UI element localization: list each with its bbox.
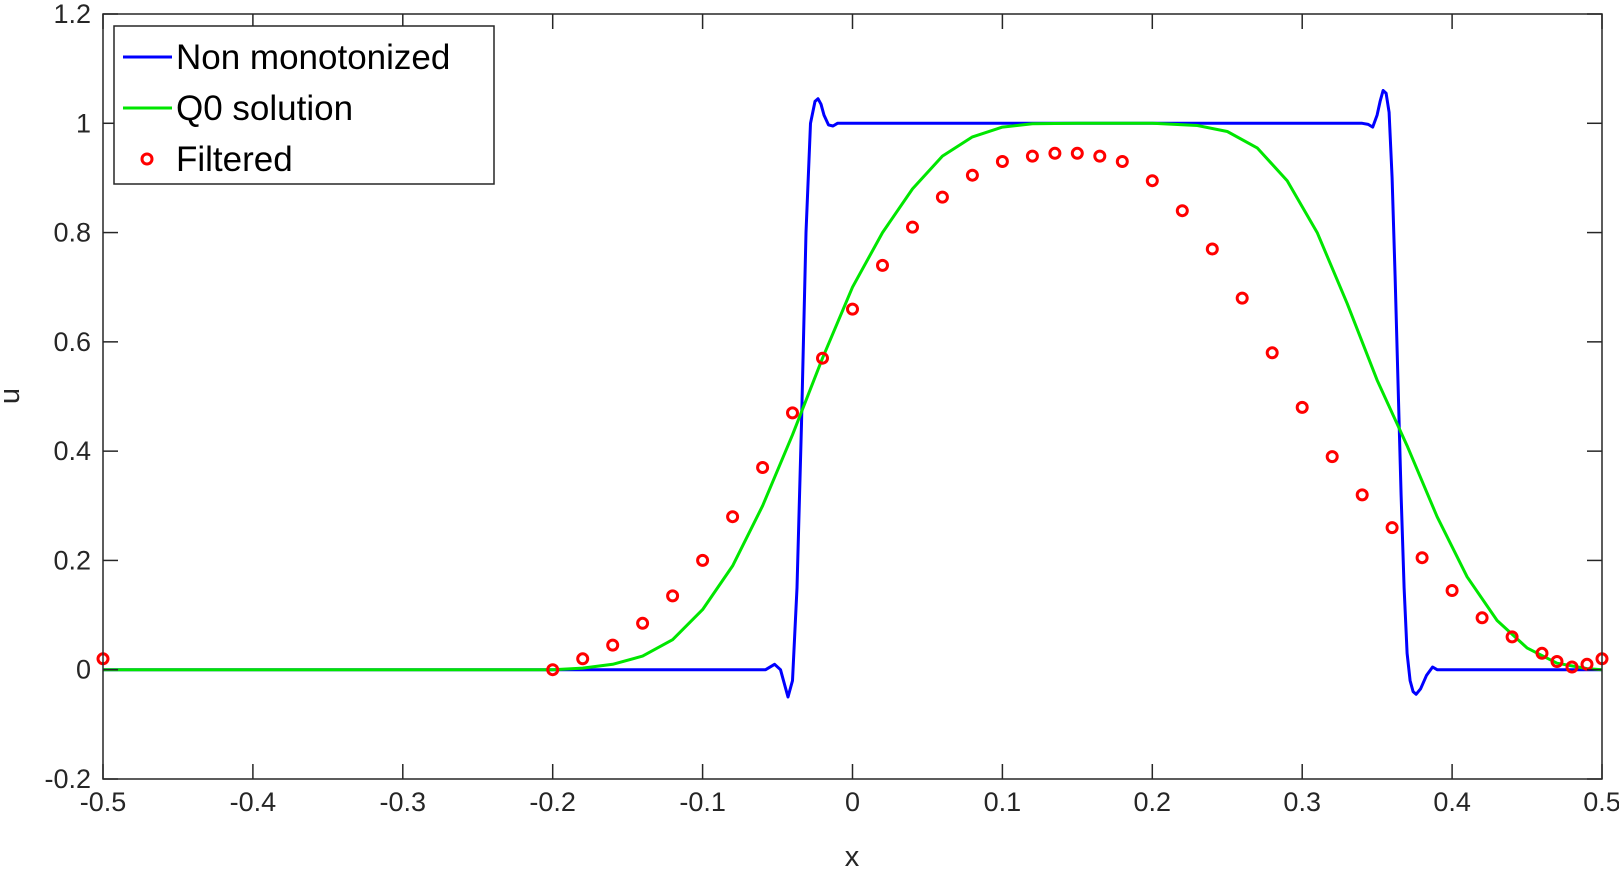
y-tick-label: 1 — [76, 108, 91, 138]
series-filtered-point — [935, 190, 949, 204]
series-filtered-point — [666, 589, 680, 603]
y-tick-label: -0.2 — [44, 764, 91, 794]
series-filtered-point — [1535, 646, 1549, 660]
series-filtered-point — [1025, 149, 1039, 163]
series-filtered-point — [1145, 174, 1159, 188]
series-filtered-point — [1325, 450, 1339, 464]
y-tick-label: 0.2 — [53, 545, 91, 575]
series-filtered-point — [636, 616, 650, 630]
legend-box — [113, 25, 495, 185]
series-filtered-point — [1565, 660, 1579, 674]
x-tick-label: -0.1 — [679, 787, 726, 817]
x-axis-title: x — [845, 841, 860, 871]
y-tick-label: 0 — [76, 655, 91, 685]
series-filtered-point — [756, 461, 770, 474]
series-filtered-point — [1235, 291, 1249, 305]
x-tick-label: -0.5 — [80, 787, 127, 817]
series-filtered-point — [816, 351, 829, 365]
series-filtered-point — [965, 168, 979, 182]
series-filtered-point — [1385, 521, 1399, 535]
series-filtered-point — [1505, 630, 1519, 644]
x-tick-label: -0.3 — [380, 787, 427, 817]
x-tick-label: 0.3 — [1283, 787, 1321, 817]
series-filtered-point — [906, 220, 919, 234]
series-filtered-point — [1070, 146, 1084, 160]
series-non-monotonized-line — [103, 89, 1602, 699]
x-tick-label: 0.2 — [1134, 787, 1172, 817]
series-filtered-point — [876, 258, 889, 272]
series-filtered-point — [696, 553, 710, 567]
axes-layer: -0.5 -0.4 -0.3 -0.2 -0.1 0 0.1 0.2 0.3 0.4 0.5 -0.2… — [44, 0, 1619, 817]
legend-q0-solution-label: Q0 solution — [176, 89, 353, 128]
x-tick-label: 0.1 — [984, 787, 1022, 817]
series-filtered-point — [1550, 655, 1564, 668]
series-filtered-point — [726, 510, 740, 524]
series-filtered-point — [1265, 346, 1279, 360]
y-axis-title: u — [0, 388, 26, 404]
series-filtered-point — [546, 663, 560, 677]
x-tick-label: 0.5 — [1583, 787, 1619, 817]
series-filtered-point — [995, 155, 1009, 168]
legend-non-monotonized-label: Non monotonized — [176, 38, 450, 77]
series-filtered-point — [786, 406, 799, 420]
series-filtered-point — [1445, 584, 1459, 597]
series-filtered-point — [576, 652, 590, 666]
x-tick-label: 0.4 — [1433, 787, 1471, 817]
series-filtered-point — [1415, 551, 1429, 565]
y-tick-label: 1.2 — [53, 0, 91, 29]
series-filtered-point — [1115, 155, 1129, 168]
series-filtered-point — [606, 638, 620, 652]
legend-filtered-label: Filtered — [176, 140, 293, 179]
y-tick-label: 0.4 — [53, 436, 91, 466]
series-filtered-point — [1093, 149, 1107, 163]
series-filtered-point — [1175, 204, 1189, 218]
x-tick-label: 0 — [845, 787, 860, 817]
series-filtered-point — [1355, 488, 1369, 502]
series-filtered-point — [1048, 146, 1062, 160]
x-tick-label: -0.2 — [529, 787, 576, 817]
series-filtered-point — [1475, 611, 1489, 625]
series-filtered-point — [846, 302, 859, 316]
series-q0-solution-line — [103, 121, 1603, 672]
legend-filtered-swatch — [140, 152, 154, 166]
y-tick-label: 0.8 — [53, 218, 91, 248]
series-filtered-point — [1205, 242, 1219, 256]
x-tick-label: -0.4 — [230, 787, 277, 817]
series-layer — [96, 89, 1609, 699]
legend: Non monotonized Q0 solution Filtered — [113, 25, 495, 185]
series-filtered-point — [1295, 400, 1309, 414]
y-tick-label: 0.6 — [53, 327, 91, 357]
